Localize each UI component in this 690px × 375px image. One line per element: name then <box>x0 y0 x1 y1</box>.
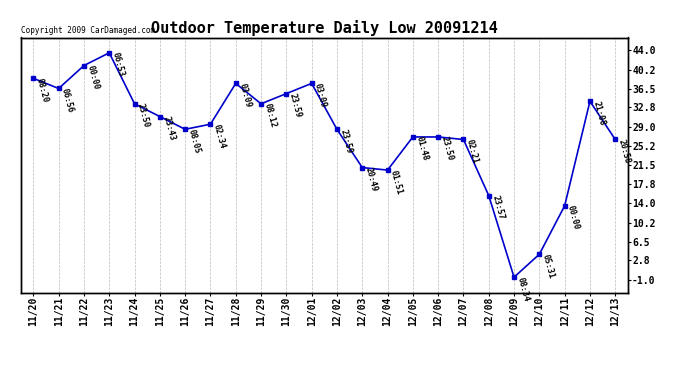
Text: 23:43: 23:43 <box>161 115 177 142</box>
Text: 23:59: 23:59 <box>288 92 303 119</box>
Text: 21:08: 21:08 <box>591 100 607 126</box>
Text: 06:53: 06:53 <box>110 51 126 78</box>
Text: 01:51: 01:51 <box>389 169 404 195</box>
Text: 08:34: 08:34 <box>515 276 531 302</box>
Text: 02:34: 02:34 <box>212 123 227 149</box>
Text: 08:12: 08:12 <box>262 102 277 129</box>
Text: 01:48: 01:48 <box>414 135 429 162</box>
Text: 23:50: 23:50 <box>440 135 455 162</box>
Text: 05:31: 05:31 <box>541 253 556 279</box>
Text: 00:00: 00:00 <box>86 64 101 91</box>
Text: 08:05: 08:05 <box>186 128 201 154</box>
Title: Outdoor Temperature Daily Low 20091214: Outdoor Temperature Daily Low 20091214 <box>151 20 497 36</box>
Text: 06:56: 06:56 <box>60 87 75 114</box>
Text: 02:21: 02:21 <box>465 138 480 165</box>
Text: 23:59: 23:59 <box>338 128 353 154</box>
Text: 23:50: 23:50 <box>136 102 151 129</box>
Text: 20:49: 20:49 <box>364 166 379 193</box>
Text: 00:00: 00:00 <box>566 204 581 231</box>
Text: 20:58: 20:58 <box>617 138 632 165</box>
Text: 03:09: 03:09 <box>313 82 328 108</box>
Text: Copyright 2009 CarDamaged.com: Copyright 2009 CarDamaged.com <box>21 26 155 35</box>
Text: 08:20: 08:20 <box>34 77 50 104</box>
Text: 03:09: 03:09 <box>237 82 253 108</box>
Text: 23:57: 23:57 <box>490 194 505 221</box>
